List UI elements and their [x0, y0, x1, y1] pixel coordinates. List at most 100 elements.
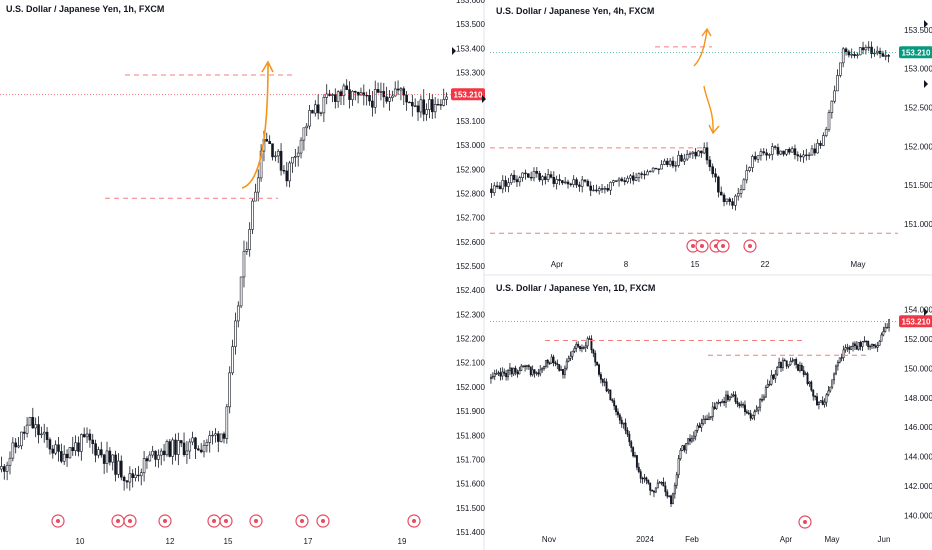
candle [757, 406, 760, 411]
y-tick-label: 152.600 [456, 238, 485, 247]
event-marker-icon[interactable] [295, 514, 309, 528]
event-marker-icon[interactable] [407, 514, 421, 528]
candle [681, 445, 684, 451]
candle [592, 189, 595, 192]
y-tick-label: 152.000 [904, 335, 932, 344]
candle [411, 102, 414, 107]
candle [546, 174, 550, 180]
candle [288, 162, 291, 182]
candle [732, 394, 735, 396]
candle [518, 370, 521, 375]
candle [516, 371, 519, 375]
scroll-marker-icon[interactable] [924, 308, 928, 316]
event-marker-icon[interactable] [207, 514, 221, 528]
candle [620, 419, 623, 425]
candle [285, 170, 289, 182]
candle [847, 51, 851, 56]
candle [308, 110, 311, 127]
candle [578, 184, 581, 187]
event-marker-icon[interactable] [716, 239, 730, 253]
event-marker-icon[interactable] [219, 514, 233, 528]
x-tick-label: 17 [304, 537, 313, 546]
chart-panel-3[interactable]: 154.000 152.000 150.000 148.000 146.000 144.0… [489, 283, 932, 544]
candle [219, 433, 223, 442]
candle [823, 401, 826, 405]
candle [515, 179, 519, 183]
candle [717, 176, 720, 193]
candle [117, 460, 120, 475]
event-marker-icon[interactable] [51, 514, 65, 528]
candle [631, 175, 635, 181]
candle [168, 441, 172, 457]
candle [165, 441, 169, 456]
candle [524, 365, 527, 368]
scroll-marker-icon[interactable] [452, 47, 456, 55]
candle [77, 442, 80, 452]
candle [698, 425, 701, 428]
candle [489, 376, 492, 380]
candle [560, 369, 563, 371]
candle [271, 143, 274, 158]
chart-panel-2[interactable]: 153.500 153.000 152.500 152.000 151.500 151.0… [490, 6, 932, 269]
candle [808, 381, 811, 384]
event-marker-icon[interactable] [111, 514, 125, 528]
candle [646, 171, 649, 176]
scroll-marker-icon[interactable] [924, 20, 928, 28]
candle [137, 474, 140, 477]
candle [556, 363, 559, 365]
candle [886, 327, 889, 329]
candle [282, 169, 286, 172]
candle [408, 101, 411, 104]
candle [565, 360, 568, 369]
candle [94, 443, 97, 456]
candle [648, 170, 652, 173]
scroll-marker-icon[interactable] [482, 95, 486, 103]
candle [291, 156, 294, 164]
candle [690, 438, 693, 442]
event-marker-icon[interactable] [743, 239, 757, 253]
candle [744, 404, 746, 412]
event-marker-icon[interactable] [798, 515, 812, 529]
candle [609, 182, 612, 191]
candle [584, 345, 587, 349]
candle [194, 437, 197, 450]
candle [362, 92, 366, 96]
candle [336, 91, 340, 102]
candle [865, 340, 868, 343]
event-marker-icon[interactable] [695, 239, 709, 253]
candle [830, 100, 834, 113]
candle [861, 341, 864, 347]
candle [328, 93, 331, 96]
x-tick-label: May [850, 260, 865, 269]
event-marker-icon[interactable] [316, 514, 330, 528]
event-marker-icon[interactable] [158, 514, 172, 528]
y-tick-label: 153.400 [456, 44, 485, 53]
candle [623, 180, 627, 183]
price-tag [899, 46, 932, 59]
candle [589, 185, 593, 191]
candle [888, 319, 891, 328]
scroll-marker-icon[interactable] [924, 80, 928, 88]
candle [870, 46, 873, 54]
candle [634, 455, 636, 457]
candle [715, 402, 718, 410]
candle [611, 399, 614, 402]
x-tick-label: 2024 [636, 535, 654, 544]
candle [582, 347, 585, 349]
chart-panel-1[interactable]: 153.600153.500153.400153.300153.200153.1… [0, 0, 485, 546]
candle [812, 389, 815, 397]
candle [620, 178, 624, 181]
candle [185, 450, 189, 456]
candle [840, 357, 843, 359]
event-marker-icon[interactable] [249, 514, 263, 528]
candle [641, 477, 644, 480]
candle [705, 147, 709, 161]
candle [700, 150, 703, 154]
candle [863, 340, 866, 343]
candle [539, 369, 542, 375]
event-marker-icon[interactable] [123, 514, 137, 528]
candle [588, 338, 591, 340]
candle [139, 472, 143, 477]
candle [798, 365, 801, 371]
